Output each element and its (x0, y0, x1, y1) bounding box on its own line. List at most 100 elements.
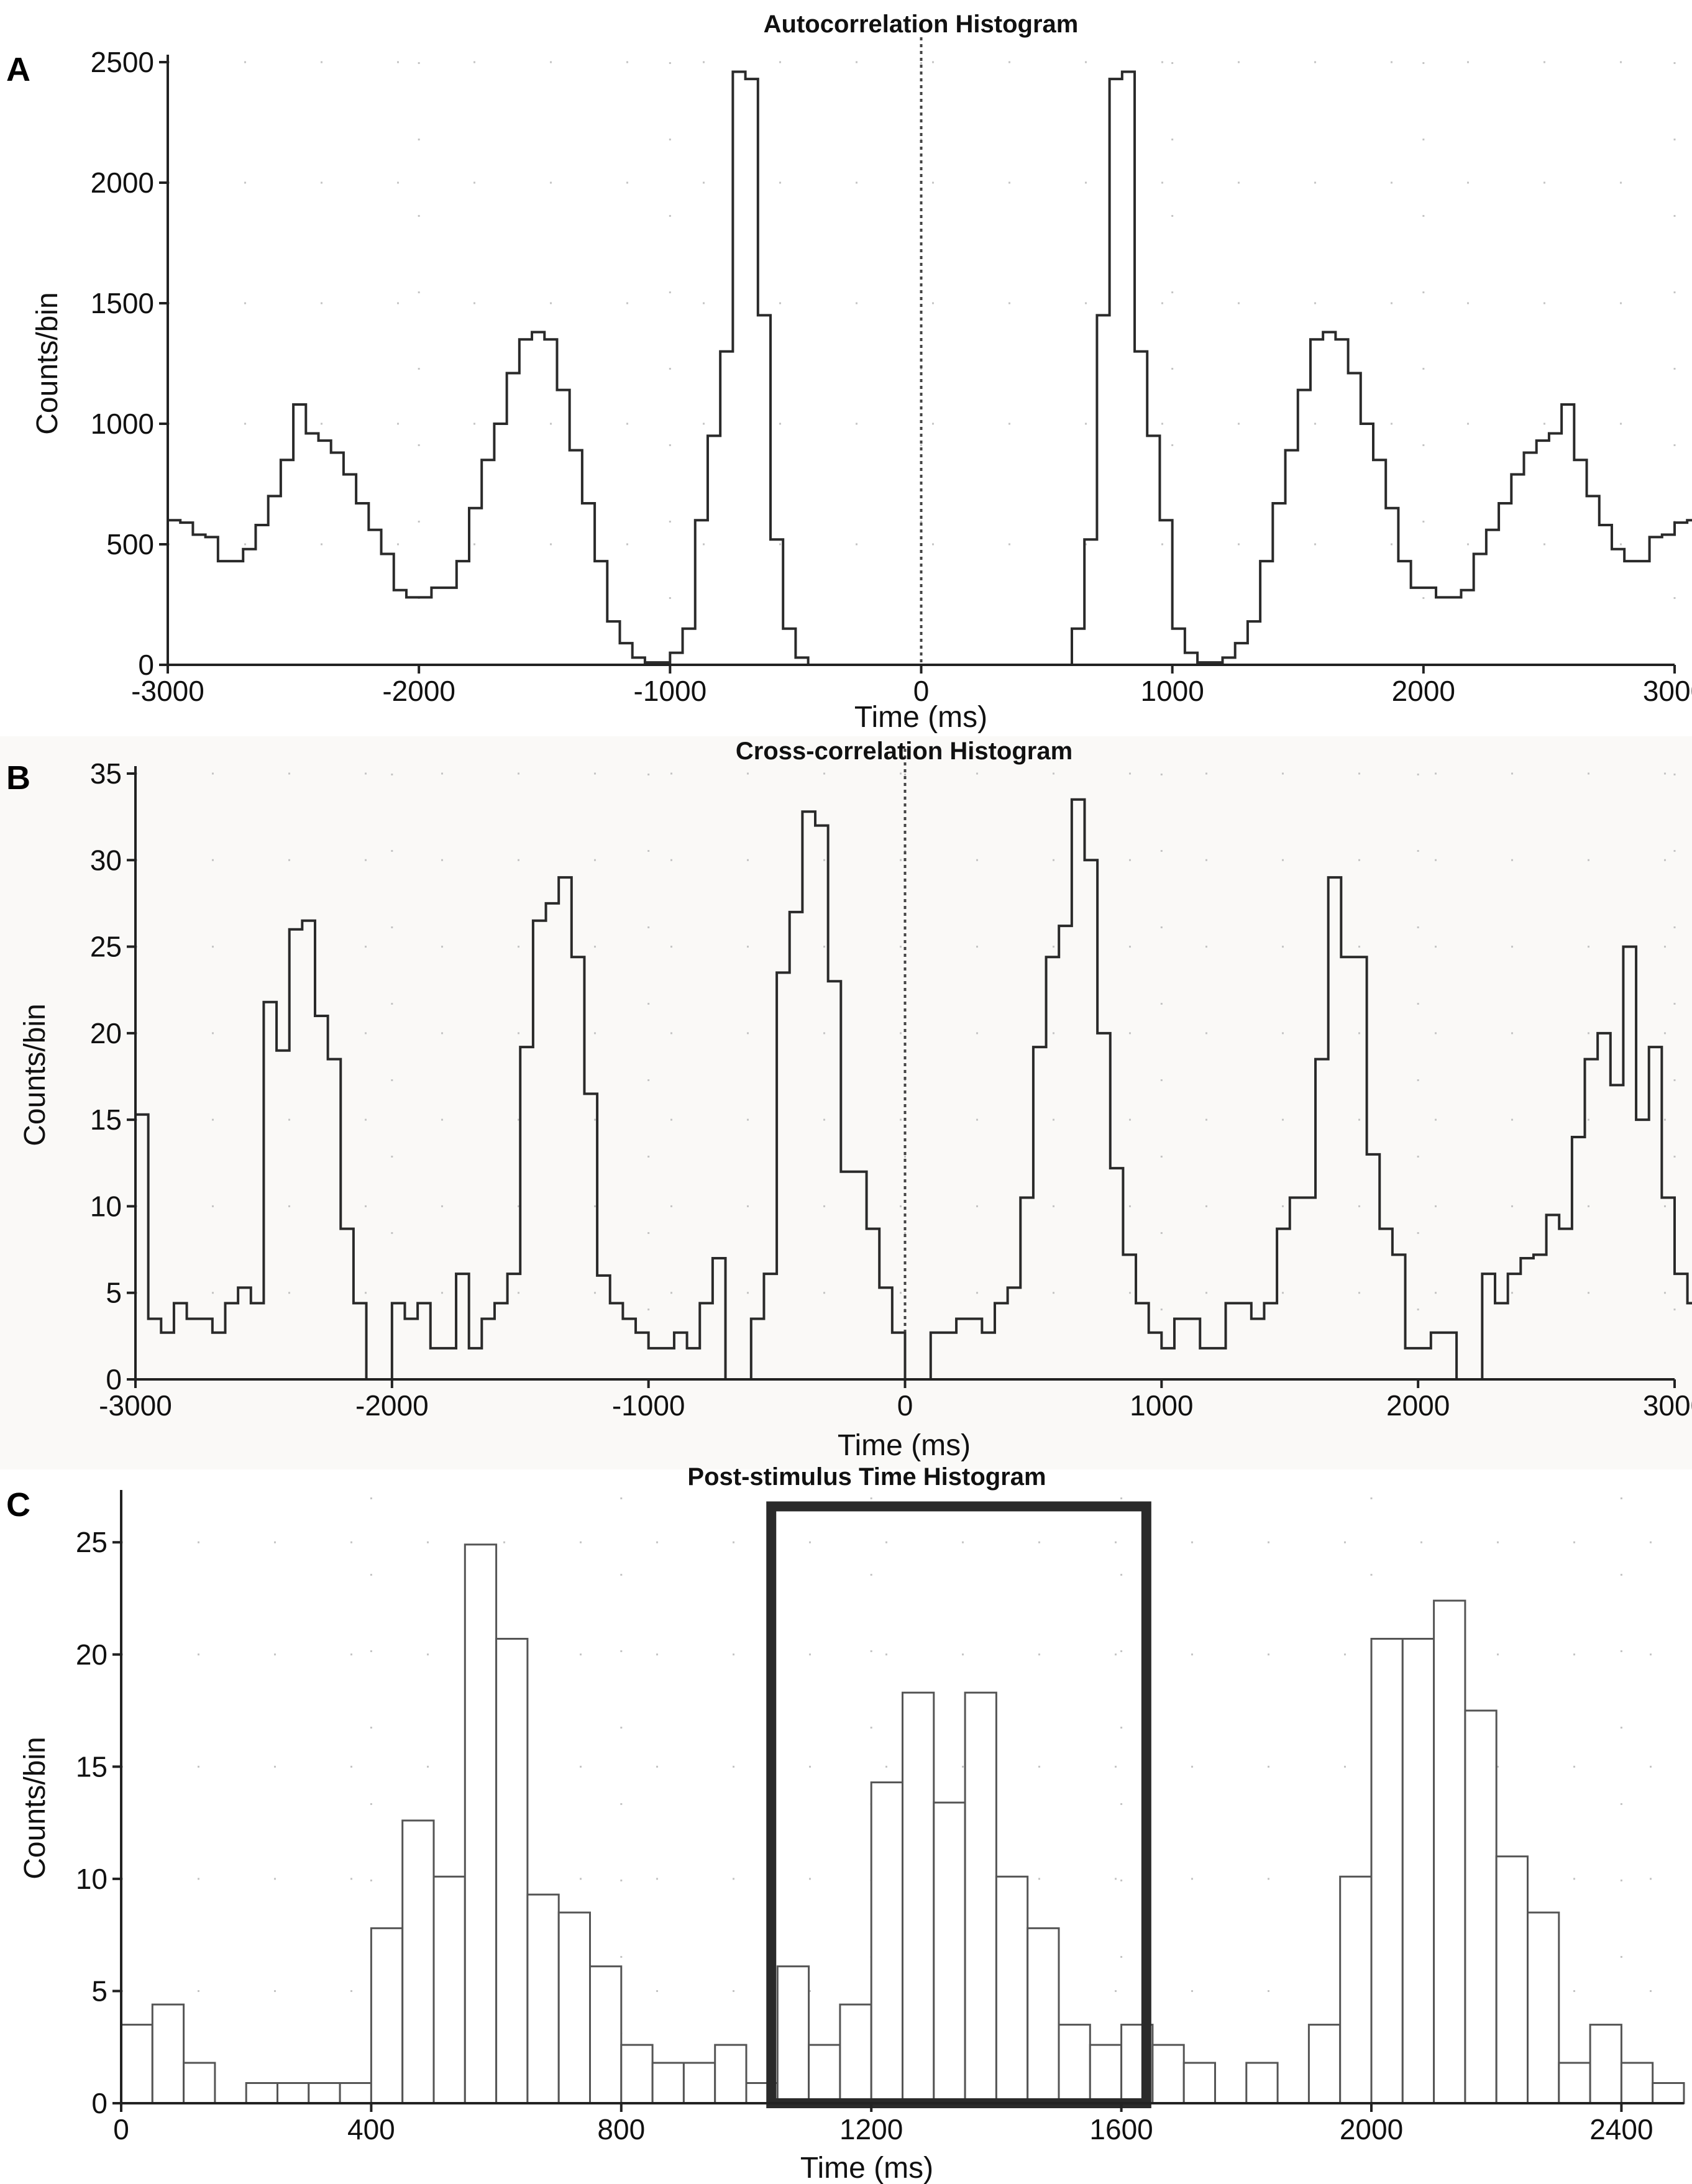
panel-c-x-tick-label-0: 0 (113, 2113, 129, 2145)
panel-c-bar-39 (1339, 1875, 1373, 2104)
panel-c-y-tick-label-2: 10 (76, 1863, 107, 1895)
panel-c-bar-49 (1652, 2082, 1685, 2104)
panel-b-x-tick-label-2: -1000 (612, 1389, 685, 1422)
panel-c-bar-7 (339, 2082, 372, 2104)
panel-a-x-tick-label-2: -1000 (634, 675, 707, 707)
panel-c-y-tick-label-1: 5 (91, 1975, 107, 2007)
panel-b-letter: B (6, 759, 30, 797)
panel-a-y-label: Counts/bin (31, 292, 64, 434)
panel-b-x-tick-label-5: 2000 (1386, 1389, 1450, 1422)
panel-b-y-tick-label-1: 5 (106, 1277, 122, 1309)
panel-a-y-tick-label-4: 2000 (91, 167, 154, 199)
panel-c-x-tick-label-1: 400 (347, 2113, 395, 2145)
panel-c-bar-42 (1433, 1599, 1466, 2104)
panel-a-x-tick-label-6: 3000 (1643, 675, 1692, 707)
panel-a-title: Autocorrelation Histogram (764, 11, 1079, 38)
panel-a-y-tick-label-2: 1000 (91, 408, 154, 440)
panel-b-y-ticks: 0 5 10 15 20 25 30 35 (90, 757, 135, 1396)
panel-c-bar-10 (432, 1875, 466, 2104)
panel-b-x-label: Time (ms) (838, 1429, 971, 1462)
panel-b-y-tick-label-3: 15 (90, 1103, 122, 1136)
panel-c-y-tick-label-0: 0 (91, 2087, 107, 2119)
panel-c-y-ticks: 0 5 10 15 20 25 (76, 1526, 121, 2119)
panel-a-letter: A (6, 51, 30, 88)
panel-a-y-tick-label-1: 500 (106, 528, 154, 560)
panel-b-y-tick-label-5: 25 (90, 931, 122, 963)
panel-c-x-tick-label-4: 1600 (1089, 2113, 1153, 2145)
panel-c-bar-36 (1245, 2062, 1279, 2104)
panel-c-bar-1 (151, 2003, 185, 2104)
panel-b-y-tick-label-2: 10 (90, 1190, 122, 1222)
panel-c-bar-17 (651, 2062, 685, 2104)
panel-b-x-tick-label-3: 0 (897, 1389, 913, 1422)
panel-c-bar-24 (870, 1781, 903, 2104)
panel-b-x-tick-label-6: 3000 (1643, 1389, 1692, 1422)
panel-b-title: Cross-correlation Histogram (736, 738, 1072, 765)
panel-c-x-ticks: 0 400 800 1200 1600 2000 2400 (113, 2103, 1653, 2145)
panel-c-bar-45 (1527, 1911, 1560, 2104)
panel-a-x-tick-label-5: 2000 (1392, 675, 1455, 707)
panel-c-y-tick-label-5: 25 (76, 1526, 107, 1558)
panel-c-letter: C (6, 1486, 30, 1524)
panel-c-x-tick-label-3: 1200 (839, 2113, 903, 2145)
panel-c-bar-31 (1089, 2044, 1123, 2104)
panel-c-bar-16 (620, 2044, 654, 2104)
panel-a-y-tick-label-5: 2500 (91, 46, 154, 78)
panel-c-bar-8 (370, 1927, 404, 2104)
panel-c-y-tick-label-3: 15 (76, 1750, 107, 1783)
panel-c-bar-28 (995, 1875, 1029, 2104)
panel-c-bar-5 (277, 2082, 310, 2104)
panel-a-x-tick-label-3: 0 (913, 675, 930, 707)
panel-c-bar-25 (902, 1691, 935, 2104)
panel-a-y-ticks: 0 500 1000 1500 2000 2500 (91, 46, 168, 681)
panel-a-x-label: Time (ms) (854, 701, 987, 734)
panel-c-bar-15 (589, 1965, 623, 2104)
panel-b-background (0, 736, 1692, 1469)
panel-c-bar-13 (526, 1893, 560, 2104)
panel-c-bar-18 (682, 2062, 716, 2104)
panel-c-bar-41 (1401, 1638, 1435, 2104)
panel-c-x-tick-label-5: 2000 (1340, 2113, 1403, 2145)
panel-a-x-tick-label-4: 1000 (1140, 675, 1204, 707)
panel-c-bar-9 (401, 1819, 435, 2104)
panel-c-bar-0 (120, 2024, 153, 2104)
panel-c-bar-30 (1058, 2024, 1091, 2104)
panel-b-histogram (135, 798, 1692, 1381)
panel-c-bars (120, 1543, 1685, 2104)
panel-c-bar-47 (1589, 2024, 1622, 2104)
panel-c-bar-40 (1370, 1638, 1404, 2104)
panel-c-bar-48 (1620, 2062, 1654, 2104)
panel-b-y-tick-label-7: 35 (90, 757, 122, 790)
panel-c-bar-21 (776, 1965, 810, 2104)
panel-c-bar-26 (933, 1801, 966, 2104)
panel-c-bar-22 (808, 2044, 841, 2104)
panel-c-axes (119, 1490, 1684, 2106)
panel-c-bar-34 (1182, 2062, 1216, 2104)
panel-b-y-label: Counts/bin (19, 1003, 52, 1146)
panel-c-bar-11 (464, 1543, 498, 2104)
panel-c-bar-14 (557, 1911, 592, 2104)
panel-c-bar-38 (1307, 2024, 1342, 2104)
panel-c-x-tick-label-6: 2400 (1589, 2113, 1653, 2145)
panel-a-y-tick-label-0: 0 (138, 649, 154, 681)
panel-c: 0 400 800 1200 1600 2000 2400 0 5 10 15 20 25 C Pos… (6, 1463, 1685, 2184)
panel-c-y-tick-label-4: 20 (76, 1638, 107, 1671)
panel-a-x-ticks: -3000 -2000 -1000 0 1000 2000 3000 (131, 665, 1692, 707)
panel-c-bar-19 (714, 2044, 748, 2104)
panel-c-bar-46 (1558, 2062, 1591, 2104)
panel-c-bar-27 (964, 1691, 997, 2104)
panel-c-bar-2 (183, 2062, 216, 2104)
panel-c-x-tick-label-2: 800 (597, 2113, 645, 2145)
panel-b-y-tick-label-0: 0 (106, 1363, 122, 1396)
panel-c-x-label: Time (ms) (800, 2152, 933, 2184)
panel-b-x-ticks: -3000 -2000 -1000 0 1000 2000 3000 (99, 1379, 1692, 1422)
panel-b-y-tick-label-6: 30 (90, 844, 122, 876)
panel-b-y-tick-label-4: 20 (90, 1017, 122, 1049)
panel-b: -3000 -2000 -1000 0 1000 2000 3000 0 5 10 15 20 25 3… (0, 736, 1692, 1469)
panel-c-bar-23 (839, 2003, 872, 2104)
panel-a: -3000 -2000 -1000 0 1000 2000 3000 0 500 1000 150… (6, 11, 1692, 734)
panel-c-bar-4 (245, 2082, 279, 2104)
panel-b-x-tick-label-1: -2000 (355, 1389, 429, 1422)
panel-b-x-tick-label-0: -3000 (99, 1389, 172, 1422)
